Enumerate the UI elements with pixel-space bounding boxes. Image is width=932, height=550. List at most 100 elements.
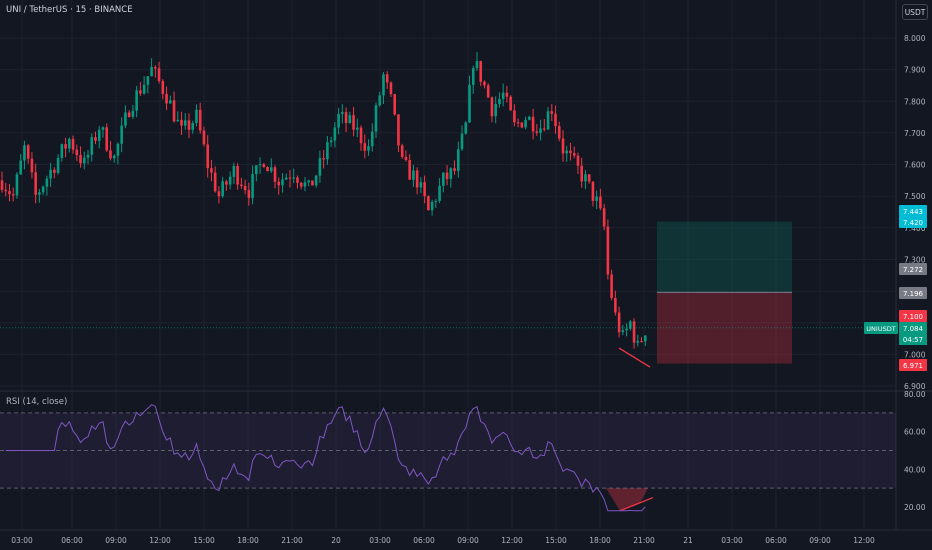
candle-body bbox=[217, 191, 221, 197]
candle-body bbox=[602, 208, 606, 227]
price-divergence-line bbox=[618, 347, 651, 368]
rsi-pane bbox=[0, 404, 896, 512]
candle-body bbox=[101, 127, 105, 130]
candle-body bbox=[565, 150, 569, 154]
price-tick-label: 7.800 bbox=[904, 97, 926, 106]
price-label-text: 7.196 bbox=[903, 290, 924, 298]
candle-body bbox=[393, 94, 396, 115]
candle-body bbox=[191, 122, 195, 130]
candle-body bbox=[367, 146, 370, 151]
profit-target-zone bbox=[657, 221, 792, 293]
candle-body bbox=[554, 113, 557, 127]
candle-body bbox=[127, 112, 131, 117]
price-tick-label: 7.500 bbox=[904, 192, 926, 201]
time-tick-label: 12:00 bbox=[501, 536, 523, 545]
candle-body bbox=[109, 150, 112, 159]
candle-body bbox=[311, 180, 314, 186]
price-label-box bbox=[899, 287, 927, 299]
time-tick-label: 21:00 bbox=[281, 536, 303, 545]
symbol-label-text: UNIUSDT bbox=[866, 325, 895, 333]
candle-body bbox=[587, 174, 591, 182]
candle-body bbox=[333, 127, 337, 141]
candle-body bbox=[576, 155, 580, 166]
candle-body bbox=[595, 196, 598, 201]
candle-body bbox=[610, 274, 613, 299]
candle-body bbox=[11, 194, 15, 196]
price-tick-label: 7.900 bbox=[904, 66, 926, 75]
candle-body bbox=[326, 142, 329, 160]
candle-body bbox=[501, 92, 505, 99]
candle-body bbox=[636, 340, 640, 343]
candle-body bbox=[307, 180, 310, 183]
time-tick-label: 03:00 bbox=[369, 536, 391, 545]
time-tick-label: 21:00 bbox=[633, 536, 655, 545]
price-label-text: 6.971 bbox=[903, 362, 923, 370]
candle-body bbox=[82, 157, 86, 164]
price-label-text: 7.420 bbox=[903, 219, 923, 227]
candle-body bbox=[543, 128, 546, 130]
time-axis[interactable]: 03:00 06:00 09:00 12:00 15:00 18:00 21:00 20 03:… bbox=[11, 536, 875, 545]
candle-body bbox=[453, 168, 456, 171]
candle-body bbox=[255, 165, 258, 175]
candle-body bbox=[183, 120, 187, 126]
candle-body bbox=[240, 184, 243, 187]
candle-body bbox=[34, 172, 37, 195]
time-tick-label: 03:00 bbox=[721, 536, 743, 545]
candle-body bbox=[41, 186, 45, 193]
candle-body bbox=[0, 180, 4, 190]
candle-body bbox=[561, 138, 565, 154]
rsi-indicator-label[interactable]: RSI (14, close) bbox=[6, 397, 68, 407]
grid-lines bbox=[0, 0, 932, 531]
candle-body bbox=[213, 172, 217, 192]
candle-body bbox=[621, 330, 625, 333]
candle-body bbox=[629, 321, 632, 329]
time-tick-label: 09:00 bbox=[809, 536, 831, 545]
price-label-box bbox=[899, 263, 927, 275]
candle-body bbox=[456, 149, 460, 171]
candle-body bbox=[251, 174, 254, 198]
candle-body bbox=[60, 144, 64, 159]
candle-body bbox=[161, 81, 165, 94]
time-tick-label: 06:00 bbox=[413, 536, 435, 545]
currency-button[interactable]: USDT bbox=[902, 4, 928, 20]
candle-body bbox=[135, 90, 138, 111]
candle-body bbox=[599, 196, 602, 209]
candle-body bbox=[314, 175, 318, 186]
candle-body bbox=[468, 84, 471, 123]
price-tick-label: 7.000 bbox=[904, 350, 926, 359]
candle-body bbox=[486, 85, 490, 98]
candle-body bbox=[86, 154, 90, 158]
time-tick-label: 15:00 bbox=[193, 536, 215, 545]
symbol-title[interactable]: UNI / TetherUS · 15 · BINANCE bbox=[6, 5, 133, 15]
candle-body bbox=[348, 115, 352, 124]
candle-body bbox=[124, 112, 127, 126]
candle-body bbox=[146, 76, 150, 85]
candle-body bbox=[397, 114, 400, 146]
candle-body bbox=[415, 170, 419, 188]
rsi-tick-label: 40.00 bbox=[904, 465, 926, 474]
candle-body bbox=[490, 97, 494, 117]
candle-body bbox=[513, 110, 516, 123]
divergence-lines bbox=[606, 347, 654, 512]
price-tick-label: 7.400 bbox=[904, 224, 926, 233]
candle-body bbox=[464, 122, 468, 134]
candle-body bbox=[625, 328, 628, 331]
candle-body bbox=[430, 201, 434, 211]
candle-body bbox=[292, 177, 296, 179]
symbol-label-box bbox=[864, 322, 898, 334]
candle-body bbox=[498, 98, 501, 104]
time-tick-label: 18:00 bbox=[589, 536, 611, 545]
candle-body bbox=[15, 174, 19, 196]
price-tick-label: 7.700 bbox=[904, 129, 926, 138]
candle-body bbox=[139, 90, 142, 94]
price-label-text: 7.084 bbox=[903, 325, 924, 333]
candle-body bbox=[606, 226, 610, 275]
candle-body bbox=[404, 156, 408, 161]
candle-body bbox=[79, 155, 82, 164]
candle-body bbox=[516, 122, 520, 124]
candle-body bbox=[23, 145, 26, 161]
candle-body bbox=[449, 168, 453, 179]
candle-body bbox=[438, 185, 441, 201]
time-tick-label: 09:00 bbox=[105, 536, 127, 545]
